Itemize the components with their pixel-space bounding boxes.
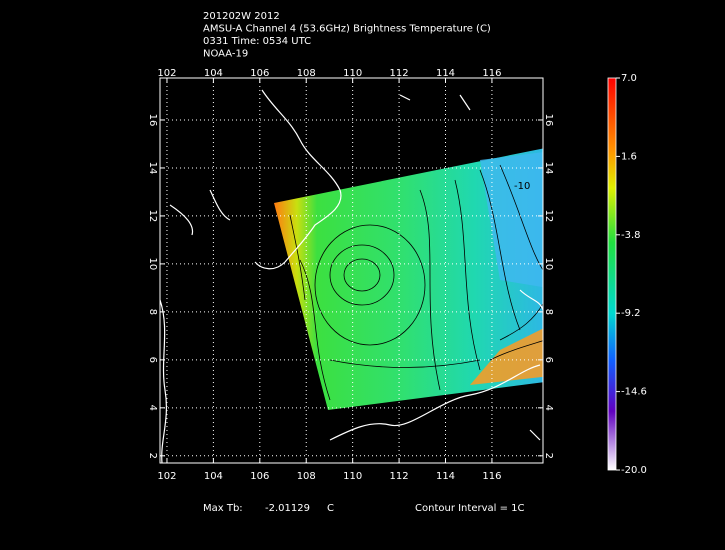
colorbar-label: -14.6 (621, 387, 647, 398)
map-frame (159, 77, 544, 464)
y-tick-label-left: 4 (147, 405, 158, 411)
colorbar-label: -3.8 (621, 230, 641, 241)
x-tick-label-top: 106 (250, 68, 269, 79)
y-tick-label-right: 14 (543, 162, 554, 175)
x-tick-label-bottom: 104 (204, 471, 223, 482)
colorbar-label: 7.0 (621, 73, 637, 84)
swath (274, 148, 543, 410)
y-tick-label-left: 2 (147, 453, 158, 459)
contour-label: -10 (514, 181, 530, 192)
colorbar (607, 77, 617, 471)
y-tick-label-left: 6 (147, 357, 158, 363)
y-tick-label-left: 10 (147, 258, 158, 271)
x-tick-label-top: 116 (482, 68, 501, 79)
y-tick-label-left: 8 (147, 309, 158, 315)
x-tick-label-bottom: 114 (436, 471, 455, 482)
x-tick-label-top: 110 (343, 68, 362, 79)
colorbar-label: 1.6 (621, 151, 637, 162)
x-tick-label-top: 104 (204, 68, 223, 79)
y-tick-label-left: 14 (147, 162, 158, 175)
max-tb-label: Max Tb: (203, 503, 243, 514)
x-tick-label-top: 102 (157, 68, 176, 79)
x-tick-label-top: 112 (390, 68, 409, 79)
x-tick-label-bottom: 102 (157, 471, 176, 482)
colorbar-label: -20.0 (621, 465, 647, 476)
x-tick-label-bottom: 110 (343, 471, 362, 482)
contours (289, 164, 543, 401)
x-tick-label-bottom: 116 (482, 471, 501, 482)
y-tick-label-right: 6 (543, 357, 554, 363)
title-line: AMSU-A Channel 4 (53.6GHz) Brightness Te… (203, 24, 491, 35)
x-tick-label-bottom: 106 (250, 471, 269, 482)
y-tick-label-right: 4 (543, 405, 554, 411)
y-tick-label-left: 16 (147, 114, 158, 127)
max-tb-unit: C (327, 503, 334, 514)
y-tick-label-right: 16 (543, 114, 554, 127)
y-tick-label-right: 12 (543, 210, 554, 223)
title-line: NOAA-19 (203, 49, 248, 60)
coastline (160, 89, 543, 463)
title-line: 0331 Time: 0534 UTC (203, 36, 311, 47)
cold-region (480, 152, 543, 288)
x-tick-label-top: 114 (436, 68, 455, 79)
colorbar-label: -9.2 (621, 308, 641, 319)
x-tick-label-bottom: 112 (390, 471, 409, 482)
max-tb-value: -2.01129 (265, 503, 310, 514)
x-tick-label-bottom: 108 (297, 471, 316, 482)
x-tick-label-top: 108 (297, 68, 316, 79)
y-tick-label-left: 12 (147, 210, 158, 223)
y-tick-label-right: 8 (543, 309, 554, 315)
y-tick-label-right: 10 (543, 258, 554, 271)
y-tick-label-right: 2 (543, 453, 554, 459)
map-area (160, 89, 543, 463)
contour-interval: Contour Interval = 1C (415, 503, 525, 514)
title-line: 201202W 2012 (203, 11, 280, 22)
